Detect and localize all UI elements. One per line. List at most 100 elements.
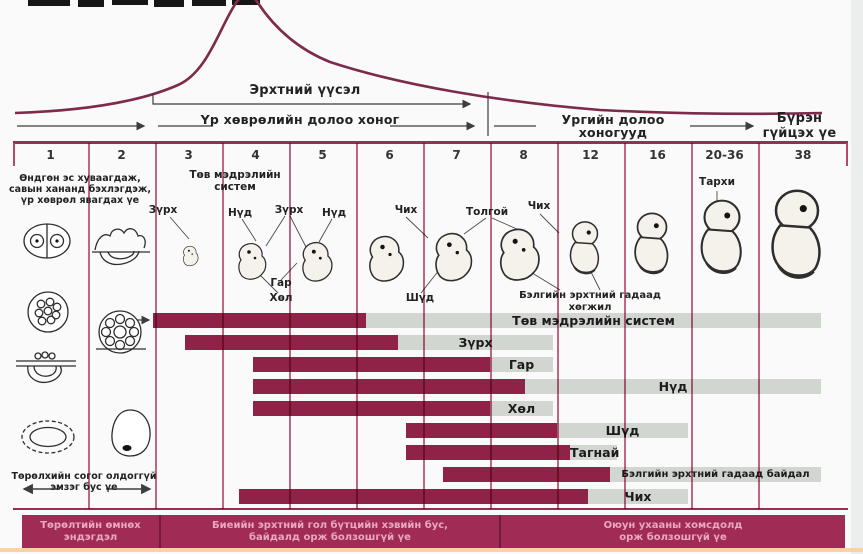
week-column-1: 1: [46, 148, 55, 162]
period-bar-label: Нүд: [658, 379, 688, 394]
scan-edge: [851, 0, 863, 554]
cleavage-description: Өндгөн эс хуваагдаж, савын хананд бэхлэг…: [4, 173, 156, 206]
week-column-6: 6: [385, 148, 394, 162]
period-bar-7: Бэлгийн эрхтний гадаад байдал: [443, 467, 821, 482]
week-gridline: [356, 143, 358, 509]
full-term-label-line2: гүйцэх үе: [762, 126, 837, 141]
week-column-7: 7: [452, 148, 461, 162]
heart-label-1: Зүрх: [148, 204, 178, 216]
outcome-text: Оюун ухааны хомсдолд: [603, 519, 743, 531]
period-bar-8: Чих: [239, 489, 688, 504]
cleavage-description-line2: савын хананд бэхлэгдэж,: [9, 184, 151, 195]
tooth-label: Шүд: [405, 292, 435, 304]
blastocyst-ring-drawing: [96, 310, 146, 354]
organogenesis-label: Эрхтний үүсэл: [249, 83, 361, 98]
week-gridline: [88, 143, 90, 509]
period-bar-4: Хөл: [253, 401, 553, 416]
week-gridline: [557, 143, 559, 509]
outcome-band: Төрөлтийн өмнөх эндэгдэл Биеийн эрхтний …: [22, 515, 845, 548]
week-column-38: 38: [794, 148, 812, 162]
week-gridline: [490, 143, 492, 509]
critical-period-fill: [406, 423, 557, 438]
leg-label: Хөл: [269, 292, 293, 304]
week-gridline: [691, 143, 693, 509]
outcome-major-anomalies: Биеийн эрхтний гол бүтцийн хэвийн бус, б…: [161, 515, 499, 548]
organogenesis-bracket: [152, 92, 489, 136]
cns-header-line1: Төв мэдрэлийн: [189, 169, 281, 181]
period-bar-label: Гар: [508, 357, 535, 372]
cleavage-description-line1: Өндгөн эс хуваагдаж,: [19, 173, 141, 184]
insensitive-period-line2: эмзэг бус үе: [50, 482, 118, 493]
ear-label-1: Чих: [394, 204, 418, 216]
week-column-3: 3: [184, 148, 193, 162]
period-bar-label: Тагнай: [570, 445, 620, 460]
implanting-blastocyst-drawing: [92, 228, 150, 266]
header-tick: [846, 143, 848, 166]
week-column-20-36: 20-36: [705, 148, 744, 162]
label-leader-lines: [169, 191, 718, 294]
band-divider: [159, 515, 161, 548]
header-top-rule: [13, 141, 848, 144]
week-gridline: [423, 143, 425, 509]
cns-header-line2: систем: [214, 181, 256, 193]
two-cell-stage-drawing: [23, 223, 71, 259]
insensitive-period-label: Төрөлхийн согог олдоггүй эмзэг бус үе: [8, 471, 160, 493]
chart-bottom-rule: [13, 508, 848, 510]
critical-period-fill: [443, 467, 610, 482]
morula-drawing: [27, 291, 69, 333]
eye-label-1: Нүд: [227, 207, 253, 219]
period-bar-label: Шүд: [605, 423, 640, 438]
period-bar-label: Бэлгийн эрхтний гадаад байдал: [621, 469, 810, 480]
week-column-8: 8: [519, 148, 528, 162]
implanted-embryo-drawing: [21, 420, 75, 454]
outcome-functional-defects: Оюун ухааны хомсдолд орж болзошгүй үе: [501, 515, 845, 548]
week-column-2: 2: [117, 148, 126, 162]
arm-label: Гар: [270, 277, 292, 289]
cell-stage-drawings: [16, 223, 151, 457]
ear-label-2: Чих: [527, 200, 551, 212]
band-divider: [499, 515, 501, 548]
critical-period-fill: [253, 379, 525, 394]
week-column-5: 5: [318, 148, 327, 162]
critical-period-fill: [253, 357, 490, 372]
cleavage-description-line3: үр хөврөл явагдах үе: [20, 195, 140, 206]
period-bar-2: Гар: [253, 357, 553, 372]
critical-period-fill: [253, 401, 490, 416]
head-label: Толгой: [465, 206, 509, 218]
scan-bottom-strip: [0, 548, 863, 552]
week-column-4: 4: [251, 148, 260, 162]
week-column-16: 16: [649, 148, 666, 162]
outcome-prenatal-death: Төрөлтийн өмнөх эндэгдэл: [22, 515, 159, 548]
eye-label-2: Нүд: [321, 207, 347, 219]
period-bar-1: Зүрх: [185, 335, 553, 350]
critical-period-fill: [239, 489, 588, 504]
genital-development-label-line2: хөгжил: [568, 302, 612, 313]
embryonic-weeks-label: Үр хөврөлийн долоо хоног: [200, 112, 400, 127]
outcome-text: Биеийн эрхтний гол бүтцийн хэвийн бус,: [212, 519, 448, 531]
embryonic-disc-drawing: [111, 409, 151, 457]
week-gridline: [758, 143, 760, 509]
outcome-text: орж болзошгүй үе: [619, 531, 727, 543]
week-column-12: 12: [582, 148, 599, 162]
brain-label: Тархи: [699, 176, 735, 188]
implantation-drawing: [16, 351, 76, 384]
period-bar-label: Төв мэдрэлийн систем: [512, 313, 675, 328]
period-bar-label: Хөл: [507, 401, 536, 416]
outcome-text: байдалд орж болзошгүй үе: [249, 531, 411, 543]
sensitivity-curve: [14, 0, 823, 116]
fetal-weeks-label: Ургийн долоо хоногууд: [561, 112, 665, 140]
critical-period-fill: [185, 335, 398, 350]
full-term-label-line1: Бүрэн: [776, 111, 823, 126]
header-tick: [13, 143, 15, 166]
genital-development-label-line1: Бэлгийн эрхтний гадаад: [519, 290, 661, 301]
week-gridline: [624, 143, 626, 509]
period-bar-6: Тагнай: [406, 445, 620, 460]
critical-period-fill: [406, 445, 570, 460]
period-bar-0: Төв мэдрэлийн систем: [153, 313, 821, 328]
week-gridline: [222, 143, 224, 509]
outcome-text: Төрөлтийн өмнөх: [40, 519, 141, 531]
critical-period-fill: [153, 313, 366, 328]
period-bar-label: Зүрх: [458, 335, 493, 350]
